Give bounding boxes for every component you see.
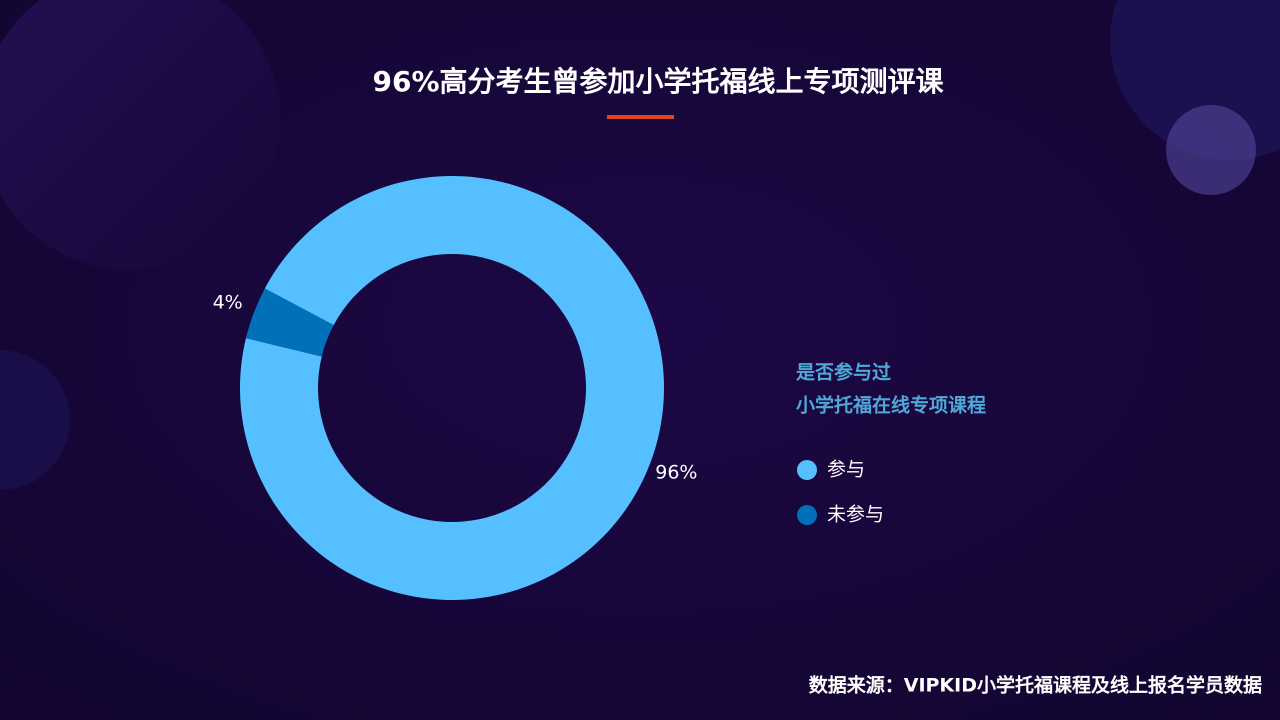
decor-circle (1166, 105, 1256, 195)
legend-title: 是否参与过 (796, 361, 891, 384)
legend-label: 未参与 (827, 504, 884, 526)
legend-marker (797, 505, 817, 525)
data-label: 4% (213, 291, 243, 313)
chart-title: 96%高分考生曾参加小学托福线上专项测评课 (372, 65, 944, 98)
source-note: 数据来源：VIPKID小学托福课程及线上报名学员数据 (809, 674, 1262, 697)
pie-slice (240, 176, 665, 600)
pie-slice (245, 288, 334, 357)
decor-circle (0, 350, 70, 490)
legend-marker (797, 460, 817, 480)
title-underline (607, 115, 674, 119)
data-label: 96% (655, 462, 697, 484)
legend-label: 参与 (827, 459, 865, 481)
decor-circle (0, 0, 280, 270)
legend-title: 小学托福在线专项课程 (796, 394, 986, 417)
